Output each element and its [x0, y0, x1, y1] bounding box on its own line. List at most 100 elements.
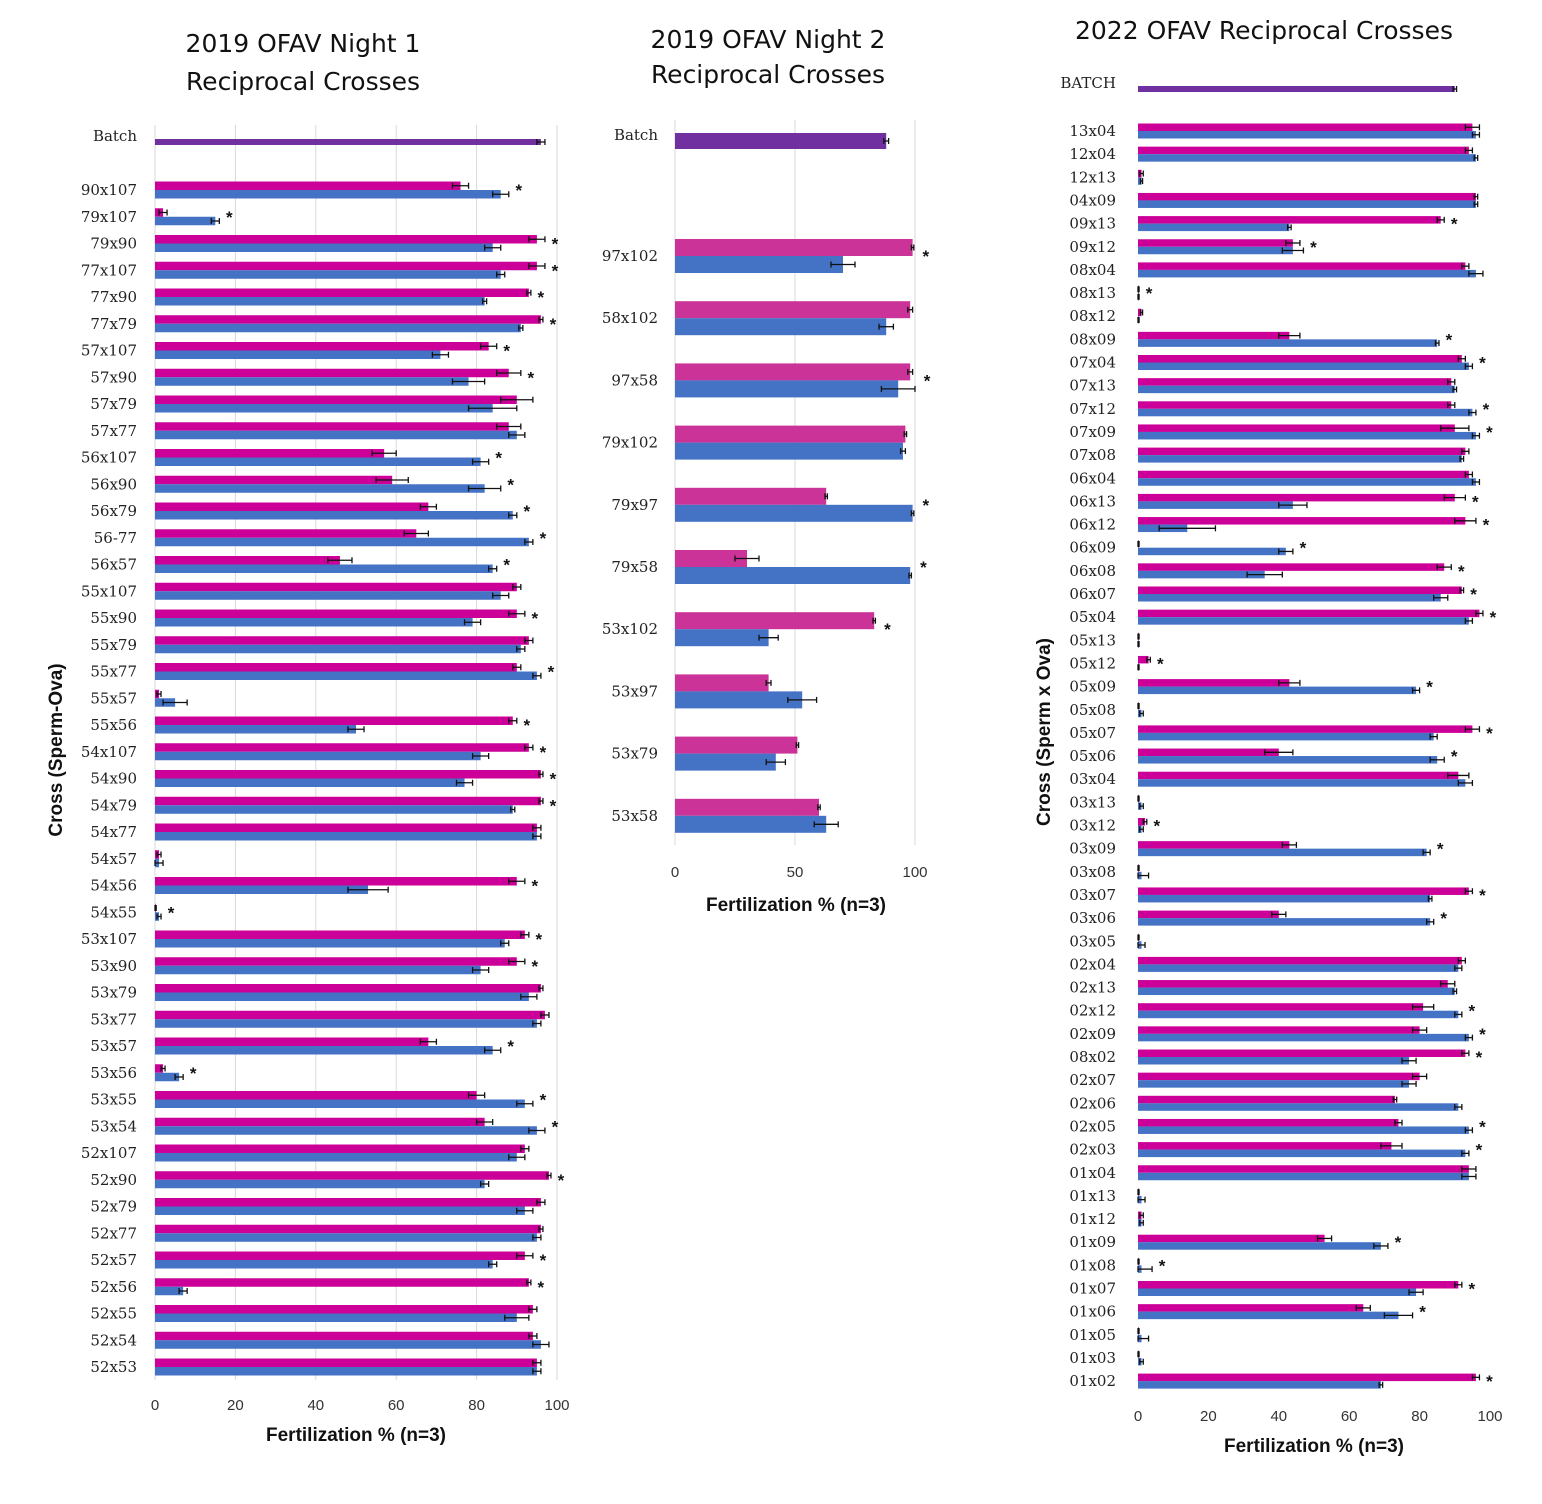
bar-pink	[1138, 470, 1469, 479]
category-label: 05x09	[1069, 678, 1116, 696]
bar-blue	[1138, 501, 1293, 509]
bar-pink	[155, 823, 537, 832]
category-label: 05x12	[1069, 654, 1116, 672]
bar-pink	[1138, 1234, 1325, 1243]
bar-pink	[1138, 1304, 1364, 1312]
bar-blue	[1138, 1080, 1410, 1088]
category-label: 01x04	[1069, 1164, 1116, 1182]
significance-star: *	[1472, 492, 1479, 511]
bar-blue	[155, 350, 441, 359]
bar-blue	[1138, 1057, 1410, 1065]
bar-pink	[1138, 1165, 1469, 1173]
category-label: 52x57	[90, 1251, 137, 1269]
bar-blue	[155, 377, 469, 386]
category-label: 54x57	[90, 850, 137, 868]
bar-blue	[675, 442, 903, 460]
bar-pink	[155, 770, 541, 779]
category-label: 53x56	[90, 1064, 137, 1082]
y-axis-label: Cross (Sperm-Ova)	[46, 663, 67, 836]
bar-pink	[155, 796, 541, 806]
significance-star: *	[558, 1171, 565, 1190]
category-label: 79x97	[611, 496, 658, 514]
significance-star: *	[538, 1278, 545, 1297]
bar-blue	[155, 1019, 537, 1028]
bar-blue	[155, 1367, 537, 1376]
bar-pink	[155, 1358, 537, 1367]
x-tick-label: 20	[227, 1397, 244, 1414]
bar-pink	[155, 957, 517, 966]
category-label: 05x06	[1069, 747, 1116, 765]
bar-pink	[155, 1251, 525, 1260]
bar-pink	[1138, 1026, 1420, 1034]
bar-pink	[155, 261, 537, 271]
category-label: 01x07	[1069, 1280, 1116, 1298]
bar-blue	[1138, 200, 1476, 208]
bar-pink	[155, 449, 385, 458]
bar-pink	[155, 235, 537, 244]
bar-blue	[155, 297, 485, 306]
significance-star: *	[1486, 423, 1493, 442]
bar-blue	[1138, 269, 1476, 278]
bar-pink	[155, 1064, 164, 1073]
significance-star: *	[507, 475, 514, 494]
category-label: 56x79	[90, 502, 137, 520]
significance-star: *	[503, 342, 510, 361]
category-label: 03x04	[1069, 770, 1116, 788]
bar-blue	[1138, 223, 1290, 232]
significance-star: *	[548, 663, 555, 682]
x-tick-label: 100	[1477, 1408, 1502, 1425]
significance-star: *	[168, 903, 175, 922]
category-label: 55x107	[81, 582, 137, 600]
bar-blue	[155, 591, 501, 600]
bar-pink	[155, 1331, 533, 1341]
bar-pink	[155, 582, 517, 592]
bar-blue	[155, 243, 493, 252]
bar-blue	[1138, 177, 1142, 185]
significance-star: *	[1479, 886, 1486, 905]
significance-star: *	[1486, 724, 1493, 743]
bar-pink	[155, 1091, 477, 1100]
bar-pink	[1138, 1373, 1476, 1382]
bar-pink	[1138, 841, 1290, 849]
category-label: 01x12	[1069, 1210, 1116, 1228]
category-label: 54x77	[90, 823, 137, 841]
category-label: 52x77	[90, 1224, 137, 1242]
significance-star: *	[1419, 1303, 1426, 1322]
bar-pink	[155, 475, 393, 485]
chart-title-line: Reciprocal Crosses	[651, 60, 885, 89]
category-label: 01x08	[1069, 1256, 1116, 1274]
category-label: 77x79	[90, 315, 137, 333]
panel-night1: 2019 OFAV Night 1 Reciprocal Crosses 0 20 40…	[46, 29, 570, 1446]
significance-star: *	[552, 1117, 559, 1136]
category-label: 07x08	[1069, 446, 1116, 464]
category-label: 58x102	[602, 309, 658, 327]
bar-pink	[1138, 424, 1455, 432]
bar-pink	[1138, 748, 1279, 757]
significance-star: *	[550, 770, 557, 789]
bar-pink	[155, 609, 517, 618]
category-label: 53x90	[90, 957, 137, 975]
bar-pink	[155, 1117, 485, 1127]
category-label: 52x53	[90, 1358, 137, 1376]
bar-pink	[155, 877, 517, 886]
category-label: 52x54	[90, 1331, 137, 1349]
bar-blue	[155, 323, 521, 333]
bar-blue	[155, 511, 513, 520]
bar-pink	[675, 363, 911, 381]
bar-pink	[155, 1224, 541, 1234]
bar-pink	[1138, 401, 1452, 409]
bar-pink	[155, 368, 509, 378]
bar-blue	[155, 216, 216, 226]
category-label: 06x08	[1069, 562, 1116, 580]
category-label: 03x09	[1069, 840, 1116, 858]
bar-blue	[1138, 594, 1441, 602]
category-label: 90x107	[81, 181, 137, 199]
bar-blue	[155, 778, 465, 787]
category-label: 08x04	[1069, 261, 1116, 279]
bar-pink	[155, 342, 489, 351]
batch-label: Batch	[93, 127, 137, 145]
bar-pink	[675, 612, 875, 630]
bar-blue	[1138, 1381, 1381, 1389]
bar-pink	[155, 930, 525, 939]
